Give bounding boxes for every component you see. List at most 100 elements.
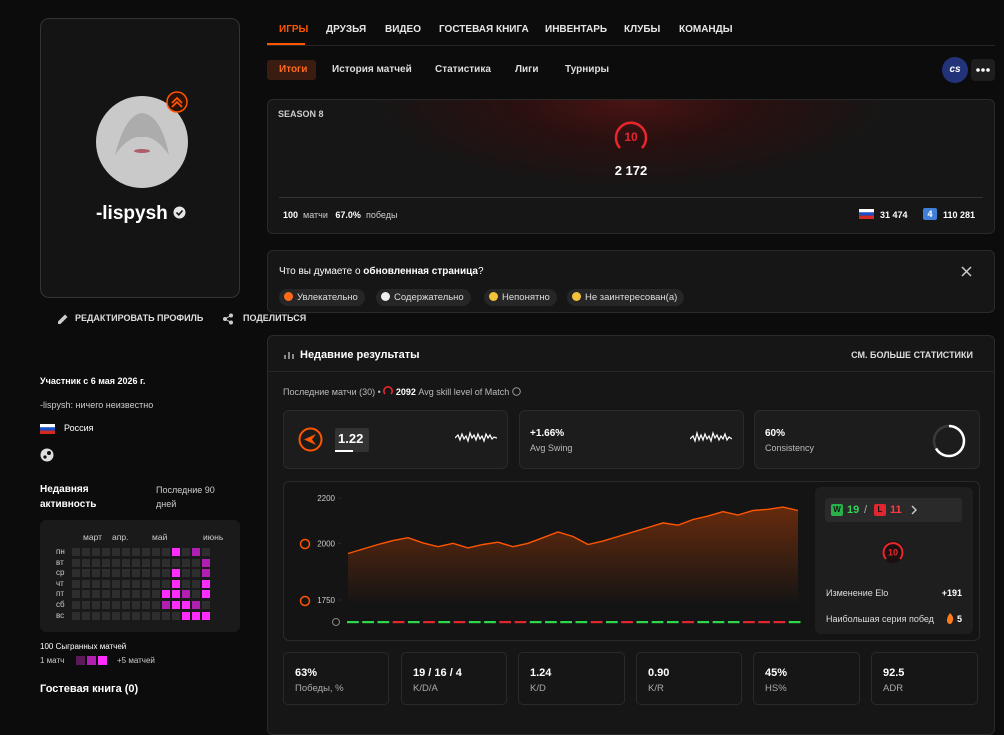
activity-cell — [152, 611, 160, 620]
subtab[interactable]: История матчей — [332, 64, 412, 75]
activity-cell — [152, 579, 160, 588]
subtab[interactable]: Статистика — [435, 64, 491, 75]
activity-cell — [202, 569, 210, 578]
activity-cell — [182, 590, 190, 599]
activity-title: Недавняя активность — [40, 484, 97, 510]
activity-cell — [142, 601, 150, 609]
swing-value: +1.66% — [530, 428, 565, 439]
tab[interactable]: КОМАНДЫ — [679, 24, 733, 35]
option-text: Увлекательно — [297, 292, 358, 303]
feedback-option[interactable]: Непонятно — [484, 289, 557, 306]
close-icon[interactable] — [961, 266, 972, 277]
activity-cell — [192, 601, 200, 609]
more-icon — [976, 68, 990, 72]
result-dash — [362, 621, 374, 624]
activity-period: Последние 90 дней — [156, 485, 215, 509]
subtab[interactable]: Турниры — [565, 64, 610, 75]
result-dash — [636, 621, 649, 624]
name-text: -lispysh — [95, 203, 168, 224]
consistency-ring — [932, 424, 966, 458]
activity-cell — [142, 579, 150, 588]
edit-profile-button[interactable]: РЕДАКТИРОВАТЬ ПРОФИЛЬ — [75, 313, 204, 323]
recent-title: Недавние результаты — [300, 349, 420, 361]
tab[interactable]: ВИДЕО — [385, 24, 421, 35]
last-matches: Последние матчи (30) — [283, 387, 376, 397]
activity-cell — [162, 601, 170, 609]
game-badge[interactable]: cs — [942, 57, 968, 83]
tab[interactable]: ДРУЗЬЯ — [326, 24, 367, 35]
tab[interactable]: ГОСТЕВАЯ КНИГА — [439, 24, 529, 35]
steam-icon[interactable] — [40, 448, 54, 462]
activity-cell — [152, 548, 160, 556]
more-button[interactable] — [971, 59, 995, 81]
activity-cell — [172, 590, 180, 599]
stats-icon — [284, 352, 294, 359]
subtab[interactable]: Лиги — [515, 64, 539, 75]
season-elo: 2 172 — [614, 163, 648, 178]
stat-label: ADR — [883, 683, 904, 694]
activity-cell — [102, 601, 110, 609]
activity-cell — [112, 611, 120, 620]
consistency-value: 60% — [765, 428, 786, 439]
season-divider — [279, 197, 983, 198]
result-dash — [727, 621, 740, 624]
tab[interactable]: КЛУБЫ — [624, 24, 661, 35]
rating-icon — [298, 427, 323, 452]
feedback-option[interactable]: Увлекательно — [279, 289, 365, 306]
consistency-label: Consistency — [765, 443, 815, 453]
result-dash — [347, 621, 359, 624]
activity-cell — [122, 548, 130, 556]
activity-cell — [162, 558, 170, 567]
activity-cell — [192, 579, 200, 588]
activity-cell — [172, 579, 180, 588]
activity-cell — [162, 590, 170, 599]
feedback-option[interactable]: Содержательно — [376, 289, 471, 306]
share-button[interactable]: ПОДЕЛИТЬСЯ — [243, 313, 307, 323]
wl-box[interactable] — [825, 498, 962, 522]
activity-cell — [172, 558, 180, 567]
activity-cell — [142, 611, 150, 620]
activity-cell — [92, 558, 100, 567]
result-dash — [407, 621, 420, 624]
activity-cell — [72, 579, 80, 588]
day-label: вт — [56, 557, 64, 567]
guestbook-title: Гостевая книга (0) — [40, 683, 139, 695]
y-tick-label: 1750 — [317, 596, 335, 605]
activity-cell — [182, 569, 190, 578]
result-dash — [499, 621, 512, 624]
winrate: 67.0% — [335, 210, 361, 220]
stat-box: 45% HS% — [753, 652, 860, 705]
activity-cell — [132, 590, 140, 599]
day-label: пт — [56, 589, 64, 599]
result-dash — [377, 621, 390, 624]
consistency-card — [754, 410, 980, 469]
result-dash — [545, 621, 557, 624]
activity-cell — [72, 569, 80, 578]
more-stats-link[interactable]: СМ. БОЛЬШЕ СТАТИСТИКИ — [851, 350, 973, 360]
activity-cell — [72, 548, 80, 556]
recent-divider — [267, 371, 995, 372]
activity-cell — [92, 590, 100, 599]
stat-value: 0.90 — [648, 667, 670, 679]
option-icon — [572, 292, 581, 301]
option-icon — [381, 292, 390, 301]
activity-cell — [182, 601, 190, 609]
tab[interactable]: ИНВЕНТАРЬ — [545, 24, 608, 35]
subtab[interactable]: Итоги — [279, 64, 308, 75]
tab[interactable]: ИГРЫ — [279, 24, 309, 35]
activity-cell — [112, 569, 120, 578]
activity-cell — [102, 558, 110, 567]
result-dash — [758, 621, 771, 624]
month-label: март — [83, 532, 103, 542]
activity-cell — [122, 611, 130, 620]
activity-cell — [172, 569, 180, 578]
level-badge — [166, 91, 188, 113]
activity-cell — [92, 611, 100, 620]
activity-cell — [92, 569, 100, 578]
active-tab-underline — [267, 43, 305, 45]
season-level: 10 — [614, 121, 648, 149]
feedback-option[interactable]: Не заинтересован(а) — [567, 289, 685, 306]
rating-box — [335, 428, 369, 452]
profile-name: -lispysh — [41, 203, 241, 225]
activity-cell — [162, 548, 170, 556]
